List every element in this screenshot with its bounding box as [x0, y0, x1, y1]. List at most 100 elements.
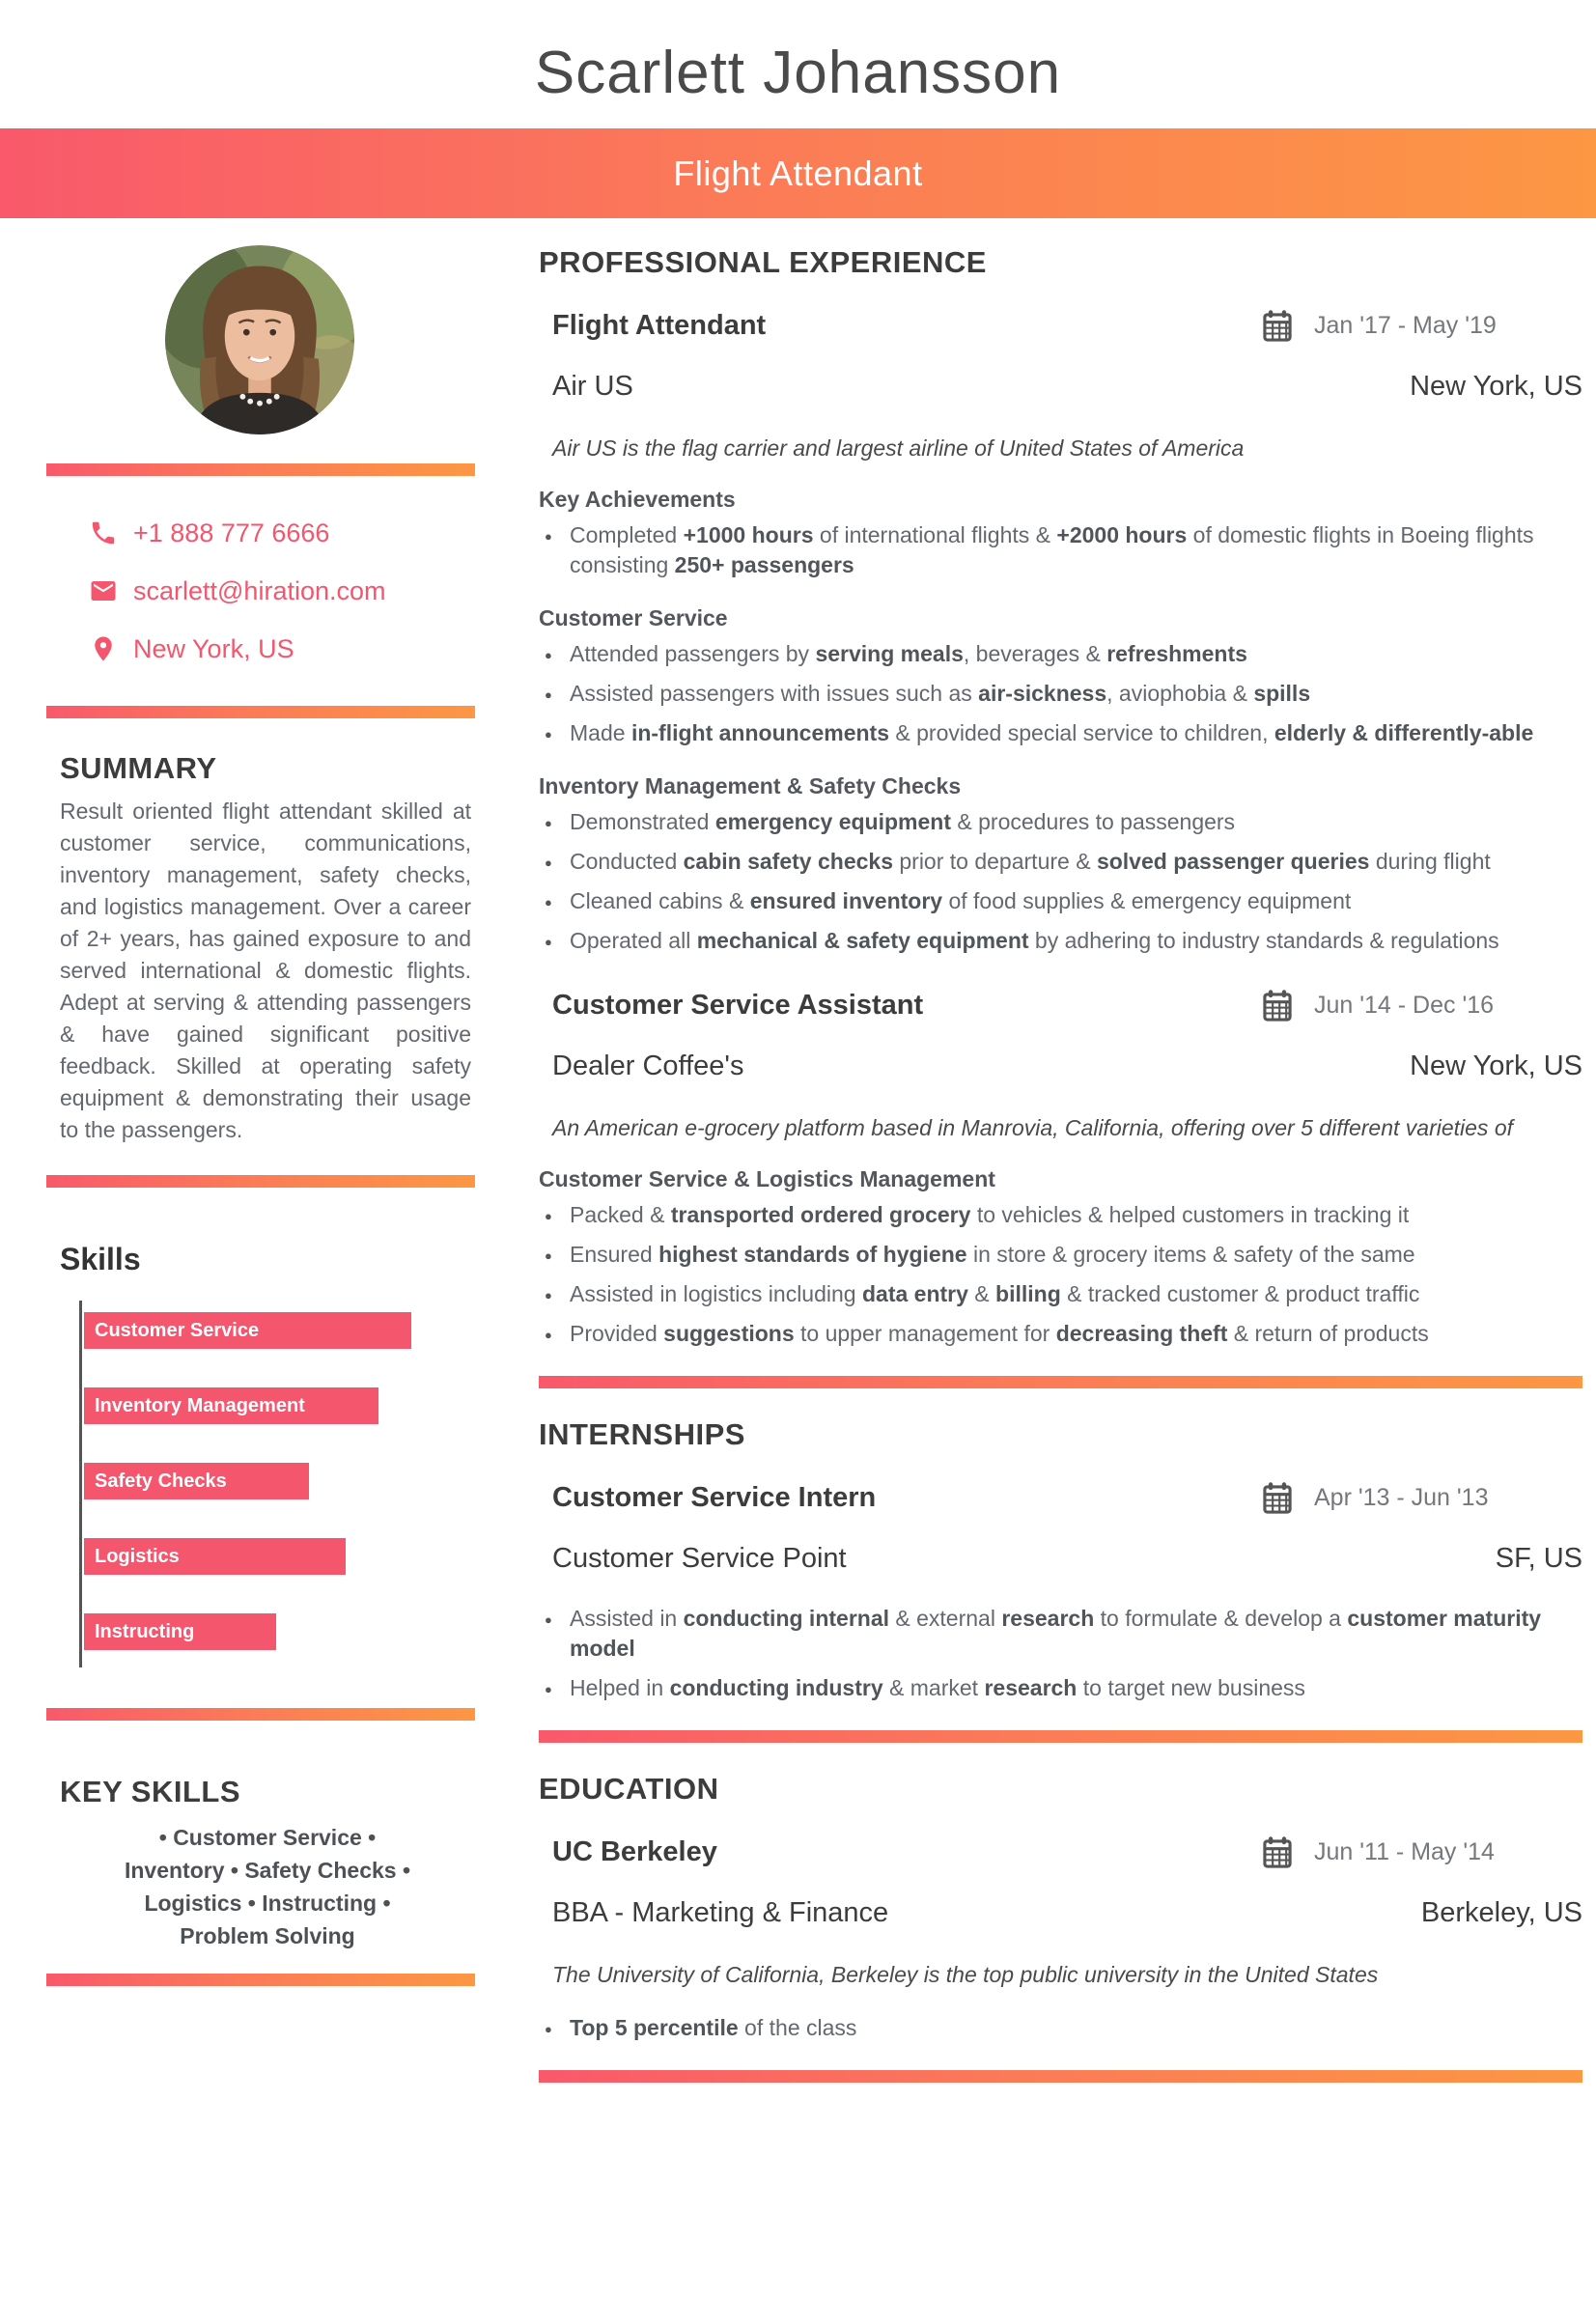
bullet-item: Cleaned cabins & ensured inventory of fo… [545, 886, 1582, 917]
bullet-item: Conducted cabin safety checks prior to d… [545, 847, 1582, 878]
skill-bar-label: Inventory Management [95, 1394, 305, 1416]
school-location: Berkeley, US [1420, 1897, 1582, 1928]
company-location: New York, US [1410, 1050, 1582, 1081]
section-divider [539, 1376, 1582, 1388]
bullet-item: Assisted in conducting internal & extern… [545, 1604, 1582, 1664]
phone-number: +1 888 777 6666 [133, 518, 330, 547]
skills-heading: Skills [60, 1242, 141, 1276]
job-title: Customer Service Assistant [552, 989, 924, 1021]
bullet-group-heading: Key Achievements [539, 487, 736, 512]
internships-section-heading: INTERNSHIPS [539, 1417, 745, 1451]
contact-location-row: New York, US [89, 632, 490, 665]
bullet-list: Top 5 percentile of the class [539, 2013, 1582, 2044]
company-description: Air US is the flag carrier and largest a… [552, 435, 1245, 461]
experience-section-heading: PROFESSIONAL EXPERIENCE [539, 245, 987, 279]
person-name: Scarlett Johansson [534, 40, 1062, 106]
section-divider [539, 1730, 1582, 1743]
school-description: The University of California, Berkeley i… [552, 1962, 1379, 1987]
bullet-item: Top 5 percentile of the class [545, 2013, 1582, 2044]
company-name: Air US [552, 371, 633, 402]
skills-bar-chart: Customer Service Inventory Management Sa… [79, 1301, 493, 1667]
company-location: New York, US [1410, 371, 1582, 402]
bullet-item: Assisted in logistics including data ent… [545, 1279, 1582, 1310]
calendar-icon [1263, 310, 1292, 342]
company-name: Customer Service Point [552, 1543, 847, 1574]
bullet-item: Operated all mechanical & safety equipme… [545, 926, 1582, 957]
key-skills-list: • Customer Service • Inventory • Safety … [124, 1825, 411, 1948]
experience-entry: Customer Service Assistant Jun '14 - Dec… [539, 989, 1582, 1351]
summary-heading: SUMMARY [60, 751, 217, 785]
bullet-item: Demonstrated emergency equipment & proce… [545, 807, 1582, 838]
skill-bar-label: Logistics [95, 1545, 180, 1567]
date-range: Jun '11 - May '14 [1314, 1837, 1495, 1865]
email-address: scarlett@hiration.com [133, 575, 386, 605]
sidebar-divider [46, 1708, 475, 1721]
skill-bar: Safety Checks [84, 1463, 310, 1499]
date-range: Jun '14 - Dec '16 [1314, 991, 1495, 1019]
bullet-list: Demonstrated emergency equipment & proce… [539, 807, 1582, 957]
sidebar-divider [46, 706, 475, 718]
calendar-icon [1263, 1836, 1292, 1868]
contact-phone-row: +1 888 777 6666 [89, 517, 490, 549]
date-range: Apr '13 - Jun '13 [1314, 1483, 1489, 1511]
contact-block: +1 888 777 6666 scarlett@hiration.com Ne… [89, 517, 490, 665]
bullet-list: Attended passengers by serving meals, be… [539, 639, 1582, 749]
location-text: New York, US [133, 633, 294, 663]
sidebar-divider [46, 1175, 475, 1188]
summary-text: Result oriented flight attendant skilled… [60, 798, 471, 1142]
sidebar-divider [46, 1974, 475, 1986]
email-icon [91, 581, 116, 601]
key-skills-heading: KEY SKILLS [60, 1775, 241, 1808]
skill-bar-label: Instructing [95, 1620, 195, 1642]
skill-bar-label: Customer Service [95, 1319, 260, 1341]
main-column: PROFESSIONAL EXPERIENCE Flight Attendant… [490, 245, 1582, 2083]
bullet-item: Provided suggestions to upper management… [545, 1319, 1582, 1350]
calendar-icon [1263, 990, 1292, 1022]
bullet-item: Completed +1000 hours of international f… [545, 520, 1582, 580]
job-title-banner-text: Flight Attendant [673, 153, 923, 193]
location-pin-icon [95, 636, 112, 661]
contact-email-row: scarlett@hiration.com [89, 574, 490, 607]
bullet-list: Assisted in conducting internal & extern… [539, 1604, 1582, 1704]
phone-icon [92, 521, 115, 545]
resume-page: Scarlett Johansson Flight Attendant [0, 39, 1596, 2297]
degree-name: BBA - Marketing & Finance [552, 1897, 889, 1928]
company-location: SF, US [1495, 1543, 1582, 1574]
skill-bar: Inventory Management [84, 1387, 379, 1424]
job-dates: Jun '14 - Dec '16 [1262, 989, 1582, 1022]
job-title: Flight Attendant [552, 309, 767, 341]
education-dates: Jun '11 - May '14 [1262, 1835, 1582, 1868]
school-name: UC Berkeley [552, 1835, 717, 1867]
bullet-group-heading: Customer Service [539, 605, 728, 630]
title-banner: Flight Attendant [0, 128, 1596, 218]
bullet-list: Packed & transported ordered grocery to … [539, 1200, 1582, 1350]
bullet-item: Made in-flight announcements & provided … [545, 718, 1582, 749]
experience-entry: Flight Attendant Jan '17 - May '19 Air U… [539, 309, 1582, 958]
sidebar-divider [46, 463, 475, 476]
job-dates: Jan '17 - May '19 [1262, 309, 1582, 342]
skill-bar-label: Safety Checks [95, 1470, 227, 1492]
bullet-group-heading: Inventory Management & Safety Checks [539, 773, 962, 798]
sidebar: +1 888 777 6666 scarlett@hiration.com Ne… [29, 245, 490, 1986]
profile-photo [165, 245, 354, 434]
education-entry: UC Berkeley Jun '11 - May '14 BBA - Mark… [539, 1835, 1582, 2045]
education-section-heading: EDUCATION [539, 1772, 719, 1806]
skill-bar: Instructing [84, 1613, 277, 1650]
company-name: Dealer Coffee's [552, 1050, 744, 1081]
bullet-item: Assisted passengers with issues such as … [545, 679, 1582, 710]
bullet-item: Helped in conducting industry & market r… [545, 1673, 1582, 1704]
job-title: Customer Service Intern [552, 1481, 877, 1513]
calendar-icon [1263, 1482, 1292, 1514]
bullet-item: Attended passengers by serving meals, be… [545, 639, 1582, 670]
bullet-item: Packed & transported ordered grocery to … [545, 1200, 1582, 1231]
skill-bar: Customer Service [84, 1312, 412, 1349]
date-range: Jan '17 - May '19 [1314, 311, 1497, 339]
internship-entry: Customer Service Intern Apr '13 - Jun '1… [539, 1481, 1582, 1705]
section-divider [539, 2070, 1582, 2083]
skill-bar: Logistics [84, 1538, 347, 1575]
bullet-item: Ensured highest standards of hygiene in … [545, 1240, 1582, 1271]
bullet-list: Completed +1000 hours of international f… [539, 520, 1582, 580]
bullet-group-heading: Customer Service & Logistics Management [539, 1166, 995, 1191]
job-dates: Apr '13 - Jun '13 [1262, 1481, 1582, 1514]
company-description: An American e-grocery platform based in … [552, 1115, 1513, 1140]
